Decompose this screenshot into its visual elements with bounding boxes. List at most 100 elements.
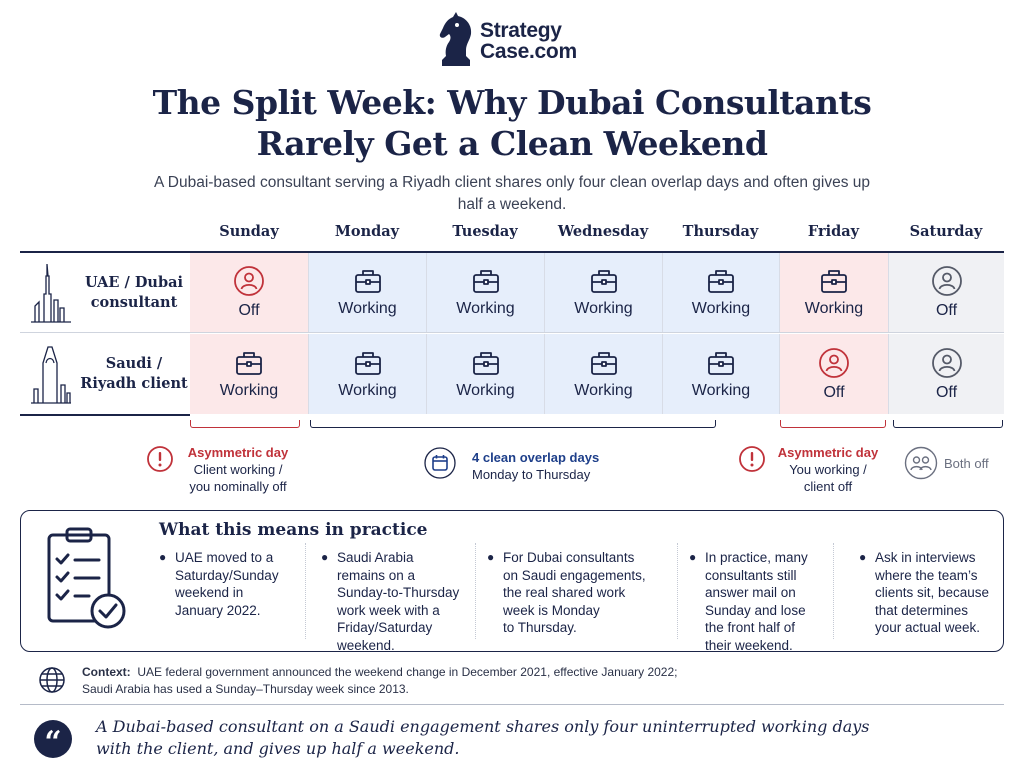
- alert-icon: [739, 446, 765, 472]
- bullet-icon: ●: [321, 550, 329, 564]
- person-icon: [234, 266, 264, 296]
- cell-status: Working: [804, 300, 864, 317]
- day-header: Saturday: [909, 223, 983, 240]
- practice-line: remains on a: [337, 567, 416, 583]
- quote-line-1: A Dubai-based consultant on a Saudi enga…: [96, 717, 870, 736]
- page-subtitle: A Dubai-based consultant serving a Riyad…: [153, 174, 870, 213]
- practice-line: the front half of: [705, 620, 796, 635]
- overlap-annotation: 4 clean overlap days Monday to Thursday: [472, 449, 632, 483]
- person-icon: [819, 347, 849, 378]
- sunday-annotation: Asymmetric day Client working / you nomi…: [176, 444, 300, 495]
- annotation-line: you nominally off: [189, 479, 287, 494]
- friday-bracket: [780, 420, 886, 428]
- practice-box: What this means in practice ● UAE moved t…: [20, 510, 1004, 653]
- brand-logo: Strategy Case.com: [436, 8, 606, 72]
- practice-line: weekend in: [175, 585, 244, 600]
- column-divider: [833, 543, 834, 639]
- briefcase-icon: [590, 351, 617, 375]
- day-header: Monday: [334, 223, 400, 240]
- practice-line: answer mail on: [705, 585, 796, 600]
- bullet-icon: ●: [487, 550, 495, 564]
- practice-line: Sunday and lose: [705, 602, 806, 618]
- cell-status: Off: [238, 302, 260, 319]
- cell-status: Working: [691, 381, 751, 399]
- brand-line-1: Strategy: [480, 19, 562, 42]
- briefcase-icon: [354, 270, 381, 293]
- briefcase-icon: [236, 351, 262, 375]
- day-header: Tuesday: [452, 223, 518, 240]
- cell-status: Off: [823, 383, 845, 401]
- annotation-line: client off: [803, 479, 853, 494]
- briefcase-icon: [708, 351, 734, 375]
- day-header: Friday: [807, 223, 860, 240]
- quote-line-2: with the client, and gives up half a wee…: [96, 739, 460, 758]
- practice-line: Saudi Arabia: [337, 550, 414, 565]
- practice-line: on Saudi engagements,: [503, 567, 646, 583]
- context-line-2: Saudi Arabia has used a Sunday–Thursday …: [82, 682, 409, 696]
- practice-line: Saturday/Sunday: [175, 567, 279, 583]
- briefcase-icon: [472, 270, 499, 293]
- practice-line: your actual week.: [875, 620, 981, 635]
- globe-icon: [39, 667, 65, 693]
- practice-line: work week with a: [337, 602, 440, 618]
- cell-status: Off: [935, 302, 958, 319]
- practice-point: ● In practice, many consultants still answe…: [689, 549, 839, 653]
- annotation-line: You working /: [789, 462, 867, 477]
- context-line-1: UAE federal government announced the wee…: [137, 665, 678, 679]
- day-cell-saturday: Off: [888, 253, 1004, 332]
- row-label-text: UAE / Dubai consultant: [84, 273, 184, 311]
- column-divider: [305, 543, 306, 639]
- day-cell-saturday: Off: [888, 334, 1004, 414]
- annotation-line: Monday to Thursday: [472, 467, 591, 482]
- saturday-annotation: Both off: [944, 456, 989, 471]
- day-cell-tuesday: Working: [426, 334, 544, 414]
- cell-status: Working: [338, 300, 397, 317]
- sunday-bracket: [190, 420, 300, 428]
- briefcase-icon: [354, 351, 381, 375]
- person-icon: [931, 347, 962, 378]
- riyadh-skyline-icon: [31, 346, 71, 404]
- page-title: The Split Week: Why Dubai Consultants Ra…: [0, 82, 1024, 164]
- row-label-uae: UAE / Dubai consultant: [20, 253, 190, 332]
- day-cell-friday: Off: [779, 334, 888, 414]
- row-label-saudi: Saudi / Riyadh client: [20, 334, 190, 414]
- column-divider: [677, 543, 678, 639]
- day-cell-sunday: Off: [190, 253, 308, 332]
- knight-chess-piece-icon: [439, 12, 472, 66]
- title-line-1: The Split Week: Why Dubai Consultants: [152, 83, 872, 122]
- two-people-icon: [904, 446, 938, 480]
- day-cell-tuesday: Working: [426, 253, 544, 332]
- practice-line: Friday/Saturday: [337, 620, 433, 635]
- day-cell-monday: Working: [308, 334, 426, 414]
- practice-point: ● Saudi Arabia remains on a Sunday-to-Thurs…: [321, 549, 471, 653]
- briefcase-icon: [590, 270, 617, 293]
- brand-line-2: Case.com: [480, 40, 577, 63]
- alert-icon: [147, 446, 173, 472]
- practice-line: to Thursday.: [503, 620, 577, 635]
- day-header: Wednesday: [557, 223, 649, 240]
- cell-status: Working: [574, 300, 633, 317]
- pull-quote: A Dubai-based consultant on a Saudi enga…: [96, 716, 996, 760]
- quote-mark-icon: “: [34, 720, 72, 760]
- practice-line: clients sit, because: [875, 585, 990, 600]
- dubai-skyline-icon: [31, 263, 71, 323]
- practice-line: week is Monday: [503, 602, 600, 618]
- title-line-2: Rarely Get a Clean Weekend: [256, 124, 768, 163]
- cell-status: Off: [935, 383, 958, 401]
- annotation-head: Asymmetric day: [187, 445, 289, 460]
- day-cell-thursday: Working: [662, 334, 779, 414]
- cell-status: Working: [219, 381, 279, 399]
- practice-line: weekend.: [337, 637, 395, 653]
- practice-point: ● For Dubai consultants on Saudi engagemen…: [487, 549, 671, 649]
- cell-status: Working: [456, 300, 515, 317]
- practice-line: Sunday-to-Thursday: [337, 585, 460, 600]
- grid-top-rule: [20, 251, 1004, 253]
- day-header: Thursday: [682, 223, 759, 240]
- quote-top-rule: [20, 704, 1004, 705]
- day-cell-friday: Working: [779, 253, 888, 332]
- week-grid: UAE / Dubai consultant Saudi / Riyadh cl…: [20, 217, 1004, 417]
- practice-line: For Dubai consultants: [503, 550, 635, 565]
- grid-bottom-rule: [20, 414, 190, 416]
- practice-line: Ask in interviews: [875, 550, 976, 565]
- practice-line: where the team’s: [875, 567, 978, 583]
